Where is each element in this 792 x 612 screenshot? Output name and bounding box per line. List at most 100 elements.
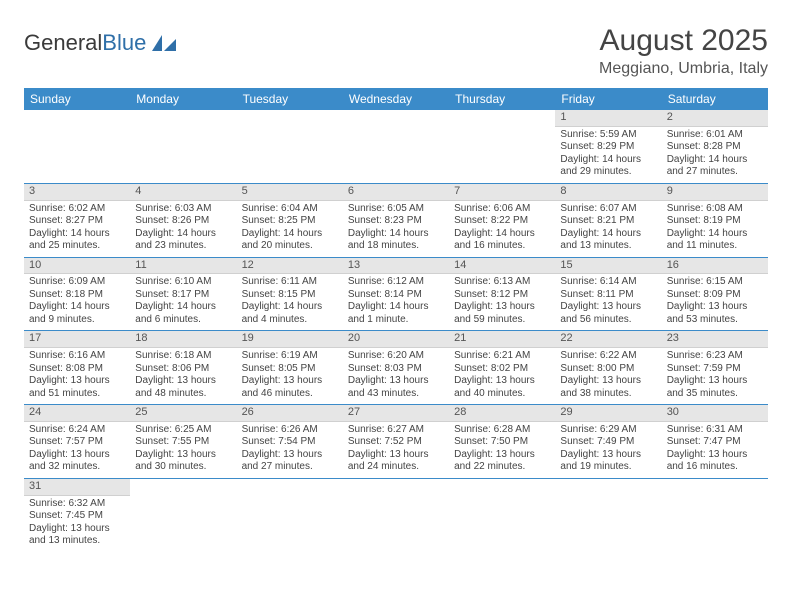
calendar-day: 27Sunrise: 6:27 AMSunset: 7:52 PMDayligh…: [343, 405, 449, 479]
sunrise-text: Sunrise: 6:07 AM: [560, 203, 656, 216]
daylight-text: Daylight: 13 hours and 22 minutes.: [454, 449, 550, 474]
calendar-day: 30Sunrise: 6:31 AMSunset: 7:47 PMDayligh…: [662, 405, 768, 479]
calendar-day: 2Sunrise: 6:01 AMSunset: 8:28 PMDaylight…: [662, 110, 768, 183]
sunrise-text: Sunrise: 6:19 AM: [242, 350, 338, 363]
day-body: Sunrise: 6:15 AMSunset: 8:09 PMDaylight:…: [662, 274, 768, 330]
sunset-text: Sunset: 7:50 PM: [454, 436, 550, 449]
daylight-text: Daylight: 14 hours and 13 minutes.: [560, 228, 656, 253]
sunset-text: Sunset: 8:19 PM: [667, 215, 763, 228]
daylight-text: Daylight: 14 hours and 4 minutes.: [242, 301, 338, 326]
daylight-text: Daylight: 13 hours and 40 minutes.: [454, 375, 550, 400]
sunset-text: Sunset: 8:00 PM: [560, 363, 656, 376]
day-body: Sunrise: 6:09 AMSunset: 8:18 PMDaylight:…: [24, 274, 130, 330]
day-body: Sunrise: 6:20 AMSunset: 8:03 PMDaylight:…: [343, 348, 449, 404]
calendar-empty: [449, 110, 555, 183]
daylight-text: Daylight: 14 hours and 25 minutes.: [29, 228, 125, 253]
sunset-text: Sunset: 8:21 PM: [560, 215, 656, 228]
calendar-day: 1Sunrise: 5:59 AMSunset: 8:29 PMDaylight…: [555, 110, 661, 183]
daylight-text: Daylight: 13 hours and 53 minutes.: [667, 301, 763, 326]
daylight-text: Daylight: 13 hours and 56 minutes.: [560, 301, 656, 326]
sunset-text: Sunset: 7:54 PM: [242, 436, 338, 449]
logo-text-1: General: [24, 30, 102, 56]
day-number: 13: [343, 258, 449, 275]
sunset-text: Sunset: 8:11 PM: [560, 289, 656, 302]
calendar-day: 28 Sunrise: 6:28 AMSunset: 7:50 PMDayligh…: [449, 405, 555, 479]
calendar-day: 29Sunrise: 6:29 AMSunset: 7:49 PMDayligh…: [555, 405, 661, 479]
sunset-text: Sunset: 7:57 PM: [29, 436, 125, 449]
sunset-text: Sunset: 7:47 PM: [667, 436, 763, 449]
calendar-day: 13Sunrise: 6:12 AMSunset: 8:14 PMDayligh…: [343, 257, 449, 331]
calendar-day: 23Sunrise: 6:23 AMSunset: 7:59 PMDayligh…: [662, 331, 768, 405]
day-number: 14: [449, 258, 555, 275]
sunrise-text: Sunrise: 6:27 AM: [348, 424, 444, 437]
sunrise-text: Sunrise: 6:28 AM: [454, 424, 550, 437]
logo-text-2: Blue: [102, 30, 146, 56]
day-number: 23: [662, 331, 768, 348]
sunrise-text: Sunrise: 6:26 AM: [242, 424, 338, 437]
daylight-text: Daylight: 13 hours and 43 minutes.: [348, 375, 444, 400]
sunrise-text: Sunrise: 6:29 AM: [560, 424, 656, 437]
day-number: 9: [662, 184, 768, 201]
calendar-empty: [343, 478, 449, 551]
logo: GeneralBlue: [24, 24, 178, 56]
calendar-day: 5Sunrise: 6:04 AMSunset: 8:25 PMDaylight…: [237, 183, 343, 257]
calendar-empty: [555, 478, 661, 551]
calendar-day: 3Sunrise: 6:02 AMSunset: 8:27 PMDaylight…: [24, 183, 130, 257]
day-number: 28: [449, 405, 555, 422]
day-number: 17: [24, 331, 130, 348]
daylight-text: Daylight: 13 hours and 59 minutes.: [454, 301, 550, 326]
daylight-text: Daylight: 13 hours and 16 minutes.: [667, 449, 763, 474]
sunrise-text: Sunrise: 6:21 AM: [454, 350, 550, 363]
day-body: Sunrise: 6:22 AMSunset: 8:00 PMDaylight:…: [555, 348, 661, 404]
calendar-body: 1Sunrise: 5:59 AMSunset: 8:29 PMDaylight…: [24, 110, 768, 552]
daylight-text: Daylight: 14 hours and 6 minutes.: [135, 301, 231, 326]
location-subtitle: Meggiano, Umbria, Italy: [599, 60, 768, 78]
day-body: Sunrise: 6:07 AMSunset: 8:21 PMDaylight:…: [555, 201, 661, 257]
daylight-text: Daylight: 14 hours and 23 minutes.: [135, 228, 231, 253]
sunrise-text: Sunrise: 6:12 AM: [348, 276, 444, 289]
day-number: 25: [130, 405, 236, 422]
daylight-text: Daylight: 13 hours and 27 minutes.: [242, 449, 338, 474]
daylight-text: Daylight: 13 hours and 13 minutes.: [29, 523, 125, 548]
day-body: Sunrise: 6:26 AMSunset: 7:54 PMDaylight:…: [237, 422, 343, 478]
calendar-day: 17Sunrise: 6:16 AMSunset: 8:08 PMDayligh…: [24, 331, 130, 405]
sunset-text: Sunset: 8:18 PM: [29, 289, 125, 302]
day-number: 24: [24, 405, 130, 422]
sunrise-text: Sunrise: 6:14 AM: [560, 276, 656, 289]
day-body: Sunrise: 6:05 AMSunset: 8:23 PMDaylight:…: [343, 201, 449, 257]
day-body: Sunrise: 6:08 AMSunset: 8:19 PMDaylight:…: [662, 201, 768, 257]
day-number: 5: [237, 184, 343, 201]
sunrise-text: Sunrise: 6:08 AM: [667, 203, 763, 216]
logo-sail-icon: [150, 33, 178, 53]
weekday-header: Wednesday: [343, 88, 449, 110]
sunset-text: Sunset: 8:15 PM: [242, 289, 338, 302]
daylight-text: Daylight: 14 hours and 9 minutes.: [29, 301, 125, 326]
day-number: 21: [449, 331, 555, 348]
sunrise-text: Sunrise: 6:04 AM: [242, 203, 338, 216]
day-number: 6: [343, 184, 449, 201]
calendar-empty: [237, 478, 343, 551]
calendar-empty: [130, 110, 236, 183]
daylight-text: Daylight: 13 hours and 46 minutes.: [242, 375, 338, 400]
sunrise-text: Sunrise: 6:18 AM: [135, 350, 231, 363]
sunrise-text: Sunrise: 6:15 AM: [667, 276, 763, 289]
calendar-day: 15Sunrise: 6:14 AMSunset: 8:11 PMDayligh…: [555, 257, 661, 331]
sunrise-text: Sunrise: 6:13 AM: [454, 276, 550, 289]
sunrise-text: Sunrise: 6:24 AM: [29, 424, 125, 437]
sunset-text: Sunset: 8:03 PM: [348, 363, 444, 376]
weekday-header: Thursday: [449, 88, 555, 110]
day-body: Sunrise: 6:19 AMSunset: 8:05 PMDaylight:…: [237, 348, 343, 404]
sunset-text: Sunset: 8:25 PM: [242, 215, 338, 228]
month-title: August 2025: [599, 24, 768, 58]
day-body: Sunrise: 6:12 AMSunset: 8:14 PMDaylight:…: [343, 274, 449, 330]
day-body: Sunrise: 6:06 AMSunset: 8:22 PMDaylight:…: [449, 201, 555, 257]
day-number: 15: [555, 258, 661, 275]
day-body: Sunrise: 6:01 AMSunset: 8:28 PMDaylight:…: [662, 127, 768, 183]
sunset-text: Sunset: 7:49 PM: [560, 436, 656, 449]
day-body: Sunrise: 6:02 AMSunset: 8:27 PMDaylight:…: [24, 201, 130, 257]
calendar-day: 14Sunrise: 6:13 AMSunset: 8:12 PMDayligh…: [449, 257, 555, 331]
sunset-text: Sunset: 8:27 PM: [29, 215, 125, 228]
weekday-header: Sunday: [24, 88, 130, 110]
calendar-day: 31Sunrise: 6:32 AMSunset: 7:45 PMDayligh…: [24, 478, 130, 551]
daylight-text: Daylight: 13 hours and 24 minutes.: [348, 449, 444, 474]
